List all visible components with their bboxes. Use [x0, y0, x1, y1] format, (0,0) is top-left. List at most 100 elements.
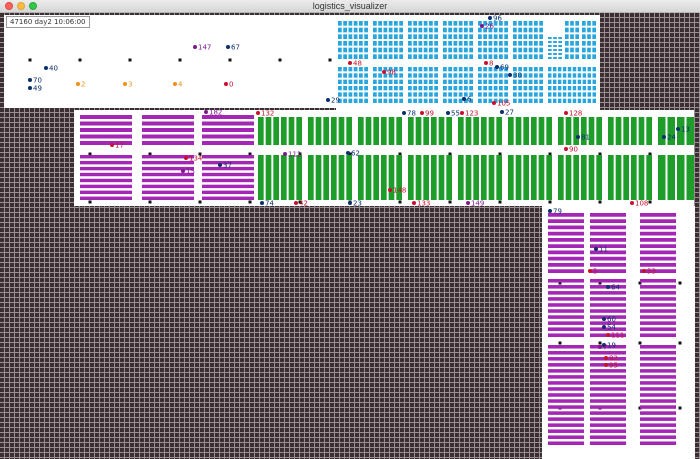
rack-cell	[631, 117, 637, 145]
close-button[interactable]	[5, 2, 13, 10]
rack-cell	[453, 98, 458, 103]
rack-cell	[504, 47, 508, 53]
rack-cell	[418, 54, 423, 59]
rack-cell	[623, 117, 629, 145]
rack-cell	[483, 67, 487, 72]
rack-cell	[499, 92, 503, 97]
robot-marker: 13	[676, 126, 690, 134]
rack-cell	[396, 155, 402, 200]
rack-cell	[418, 79, 423, 84]
rack-cell	[590, 381, 626, 385]
rack-cell	[508, 117, 514, 145]
rack-cell	[523, 67, 528, 72]
robot-marker: 11	[594, 246, 608, 254]
rack-cell	[408, 79, 412, 84]
rack-cell	[478, 41, 482, 46]
rack-cell	[488, 41, 493, 46]
rack-cell	[142, 128, 194, 132]
rack-cell	[548, 369, 584, 373]
maximize-button[interactable]	[29, 2, 37, 10]
rack-cell	[577, 67, 582, 72]
rack-cell	[429, 92, 433, 97]
rack-cell	[504, 67, 508, 72]
rack-cell	[348, 41, 353, 46]
rack-cell	[399, 98, 403, 103]
rack-cell	[582, 92, 587, 97]
rack-cell	[570, 47, 574, 53]
rack-cell	[458, 79, 463, 84]
rack-block	[658, 117, 694, 145]
minimize-button[interactable]	[17, 2, 25, 10]
rack-block	[142, 115, 194, 145]
rack-cell	[394, 47, 398, 53]
robot-dot	[110, 143, 114, 147]
rack-cell	[359, 67, 363, 72]
robot-marker: 4	[173, 81, 183, 89]
rack-cell	[348, 47, 353, 53]
rack-cell	[590, 321, 626, 325]
rack-cell	[638, 155, 645, 200]
pillar	[328, 58, 332, 62]
robot-marker: 133	[412, 200, 430, 208]
robot-id-label: 98	[387, 69, 396, 77]
rack-cell	[323, 117, 329, 145]
rack-cell	[399, 79, 403, 84]
rack-cell	[378, 21, 382, 26]
rack-cell	[499, 27, 503, 33]
rack-cell	[552, 92, 557, 97]
robot-marker: 134	[184, 155, 203, 163]
rack-cell	[478, 98, 482, 103]
rack-block	[608, 155, 652, 200]
rack-cell	[513, 98, 517, 103]
robot-marker: 0	[224, 81, 233, 89]
rack-cell	[513, 92, 517, 97]
robot-marker: 15	[181, 168, 195, 176]
rack-cell	[458, 98, 463, 103]
rack-cell	[365, 155, 372, 200]
rack-cell	[483, 92, 487, 97]
robot-marker: 48	[348, 60, 362, 68]
rack-cell	[640, 345, 676, 349]
robot-id-label: 3	[128, 81, 132, 89]
rack-cell	[443, 41, 447, 46]
rack-cell	[582, 47, 586, 53]
rack-cell	[281, 155, 287, 200]
rack-cell	[453, 47, 458, 53]
rack-cell	[469, 41, 473, 46]
pillar	[598, 152, 602, 156]
rack-cell	[592, 21, 596, 26]
rack-block	[478, 21, 508, 59]
rack-cell	[513, 67, 517, 72]
rack-cell	[308, 117, 314, 145]
rack-cell	[413, 73, 417, 78]
rack-cell	[640, 435, 676, 439]
rack-block	[443, 21, 473, 59]
rack-cell	[590, 213, 626, 217]
rack-cell	[562, 79, 567, 84]
rack-cell	[548, 37, 552, 39]
rack-cell	[590, 387, 626, 391]
robot-marker: 53	[642, 268, 656, 276]
rack-block	[373, 21, 403, 59]
rack-cell	[481, 155, 487, 200]
rack-cell	[523, 54, 528, 59]
robot-marker: 123	[460, 110, 478, 118]
rack-cell	[567, 86, 572, 91]
rack-cell	[381, 117, 387, 145]
rack-cell	[383, 27, 388, 33]
robot-id-label: 78	[407, 110, 416, 118]
rack-cell	[383, 34, 388, 39]
robot-dot	[630, 201, 634, 205]
rack-cell	[273, 155, 279, 200]
rack-cell	[658, 155, 666, 200]
rack-cell	[590, 250, 626, 255]
rack-cell	[640, 327, 676, 331]
rack-cell	[434, 79, 438, 84]
rack-cell	[590, 309, 626, 313]
rack-cell	[478, 54, 482, 59]
rack-cell	[582, 86, 587, 91]
rack-block	[308, 117, 352, 145]
pillar	[558, 341, 562, 345]
